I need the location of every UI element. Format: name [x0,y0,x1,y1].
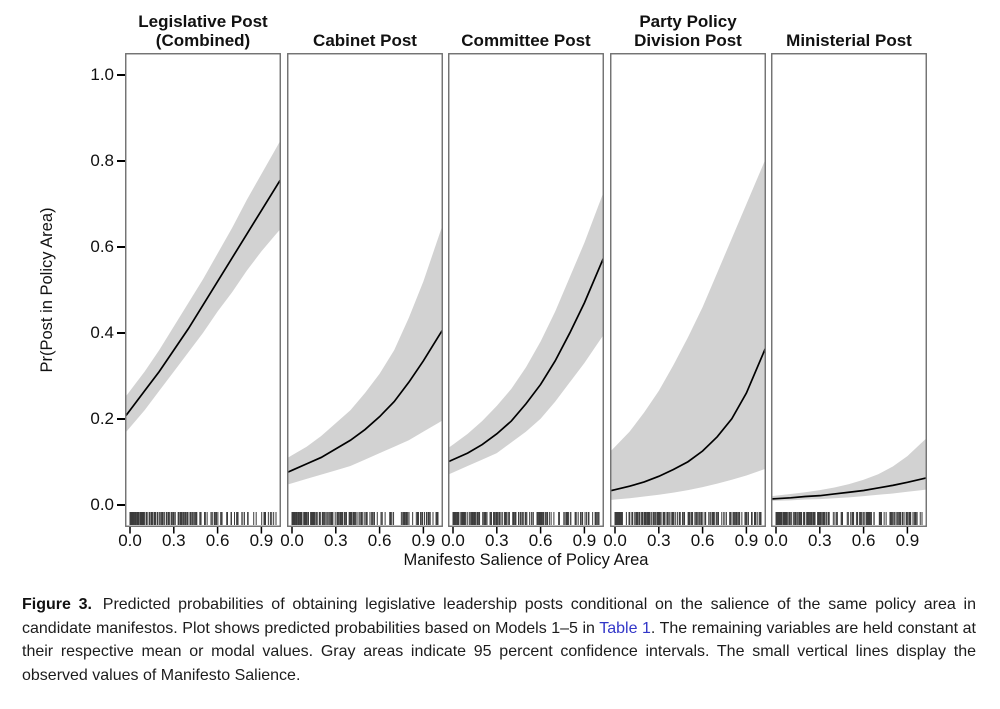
panel-title-line: Legislative Post [138,12,268,31]
rug-observed-values [291,512,439,525]
panel-title-line: Party Policy [639,12,737,31]
panel-title-line: Division Post [634,31,742,50]
confidence-band [126,142,280,432]
panel-plot-group [611,161,765,525]
confidence-band [772,439,926,501]
x-tick-label: 0.6 [691,531,715,550]
rug-observed-values [129,512,277,525]
x-tick-label: 0.6 [852,531,876,550]
panel-3: 0.0 0.3 0.6 0.9 [603,53,766,550]
y-tick-label: 1.0 [90,65,114,85]
predicted-probability-line [611,348,765,492]
caption-figure-label: Figure 3. [22,596,93,613]
panel-title-ministerial: Ministerial Post [759,4,939,52]
x-tick-label: 0.9 [573,531,597,550]
x-tick-label: 0.3 [162,531,186,550]
y-tick-label: 0.2 [90,408,114,428]
panel-4: 0.0 0.3 0.6 0.9 [764,53,927,550]
panel-plot-group [288,228,442,525]
x-tick-label: 0.0 [603,531,627,550]
panel-border [125,53,281,527]
x-tick-label: 0.3 [808,531,832,550]
x-tick-label: 0.9 [896,531,920,550]
panel-border [771,53,927,527]
y-tick-mark [117,331,125,334]
table-1-link[interactable]: Table 1 [599,619,651,637]
predicted-probability-line [772,477,926,500]
y-tick-label: 0.0 [90,494,114,514]
figure-plot-area: Legislative Post (Combined) Cabinet Post… [38,4,939,569]
x-axis-title: Manifesto Salience of Policy Area [403,551,649,569]
rug-observed-values [775,512,923,525]
x-tick-label: 0.3 [647,531,671,550]
y-tick-mark [117,246,125,249]
caption-text: . The remaining variables are held const… [22,619,976,684]
y-tick-mark [117,417,125,420]
confidence-band [611,161,765,500]
panel-border [610,53,766,527]
y-tick-label: 0.4 [90,322,114,342]
rug-observed-values [614,512,762,525]
y-tick-mark [117,503,125,506]
x-tick-label: 0.0 [118,531,142,550]
x-tick-label: 0.0 [764,531,788,550]
panel-border [287,53,443,527]
panel-title-line: Ministerial Post [786,31,912,50]
predicted-probability-line [288,329,442,473]
panel-title-line: (Combined) [155,31,251,50]
panel-1: 0.0 0.3 0.6 0.9 [280,53,443,550]
panel-title-line: Cabinet Post [313,31,417,50]
y-tick-label: 0.6 [90,237,114,257]
panel-title-cabinet: Cabinet Post [275,4,455,52]
confidence-band [449,194,603,475]
x-tick-label: 0.0 [280,531,304,550]
panel-plot-group [126,142,280,525]
panel-title-party-policy-division: Party Policy Division Post [598,4,778,52]
predicted-probability-line [126,179,280,417]
panel-title-committee: Committee Post [436,4,616,52]
panel-plot-group [772,439,926,525]
y-tick-mark [117,160,125,163]
rug-observed-values [452,512,600,525]
y-axis-title: Pr(Post in Policy Area) [38,207,56,373]
panel-0: 0.0 0.3 0.6 0.9 [118,53,281,550]
confidence-band [288,228,442,485]
x-tick-label: 0.3 [485,531,509,550]
panel-2: 0.0 0.3 0.6 0.9 [441,53,604,550]
caption-text: Predicted probabilities of obtaining leg… [22,596,977,637]
panel-title-line: Committee Post [461,31,591,50]
x-tick-label: 0.9 [412,531,436,550]
x-tick-label: 0.6 [368,531,392,550]
figure-caption: Figure 3. Predicted probabilities of obt… [22,593,976,687]
y-tick-mark [117,74,125,77]
x-tick-label: 0.6 [206,531,230,550]
predicted-probability-line [449,258,603,463]
panel-border [448,53,604,527]
y-tick-label: 0.8 [90,151,114,171]
x-tick-label: 0.9 [250,531,274,550]
panel-title-legislative-combined: Legislative Post (Combined) [113,4,293,52]
x-tick-label: 0.9 [735,531,759,550]
x-tick-label: 0.0 [441,531,465,550]
panel-plot-group [449,194,603,525]
x-tick-label: 0.6 [529,531,553,550]
x-tick-label: 0.3 [324,531,348,550]
